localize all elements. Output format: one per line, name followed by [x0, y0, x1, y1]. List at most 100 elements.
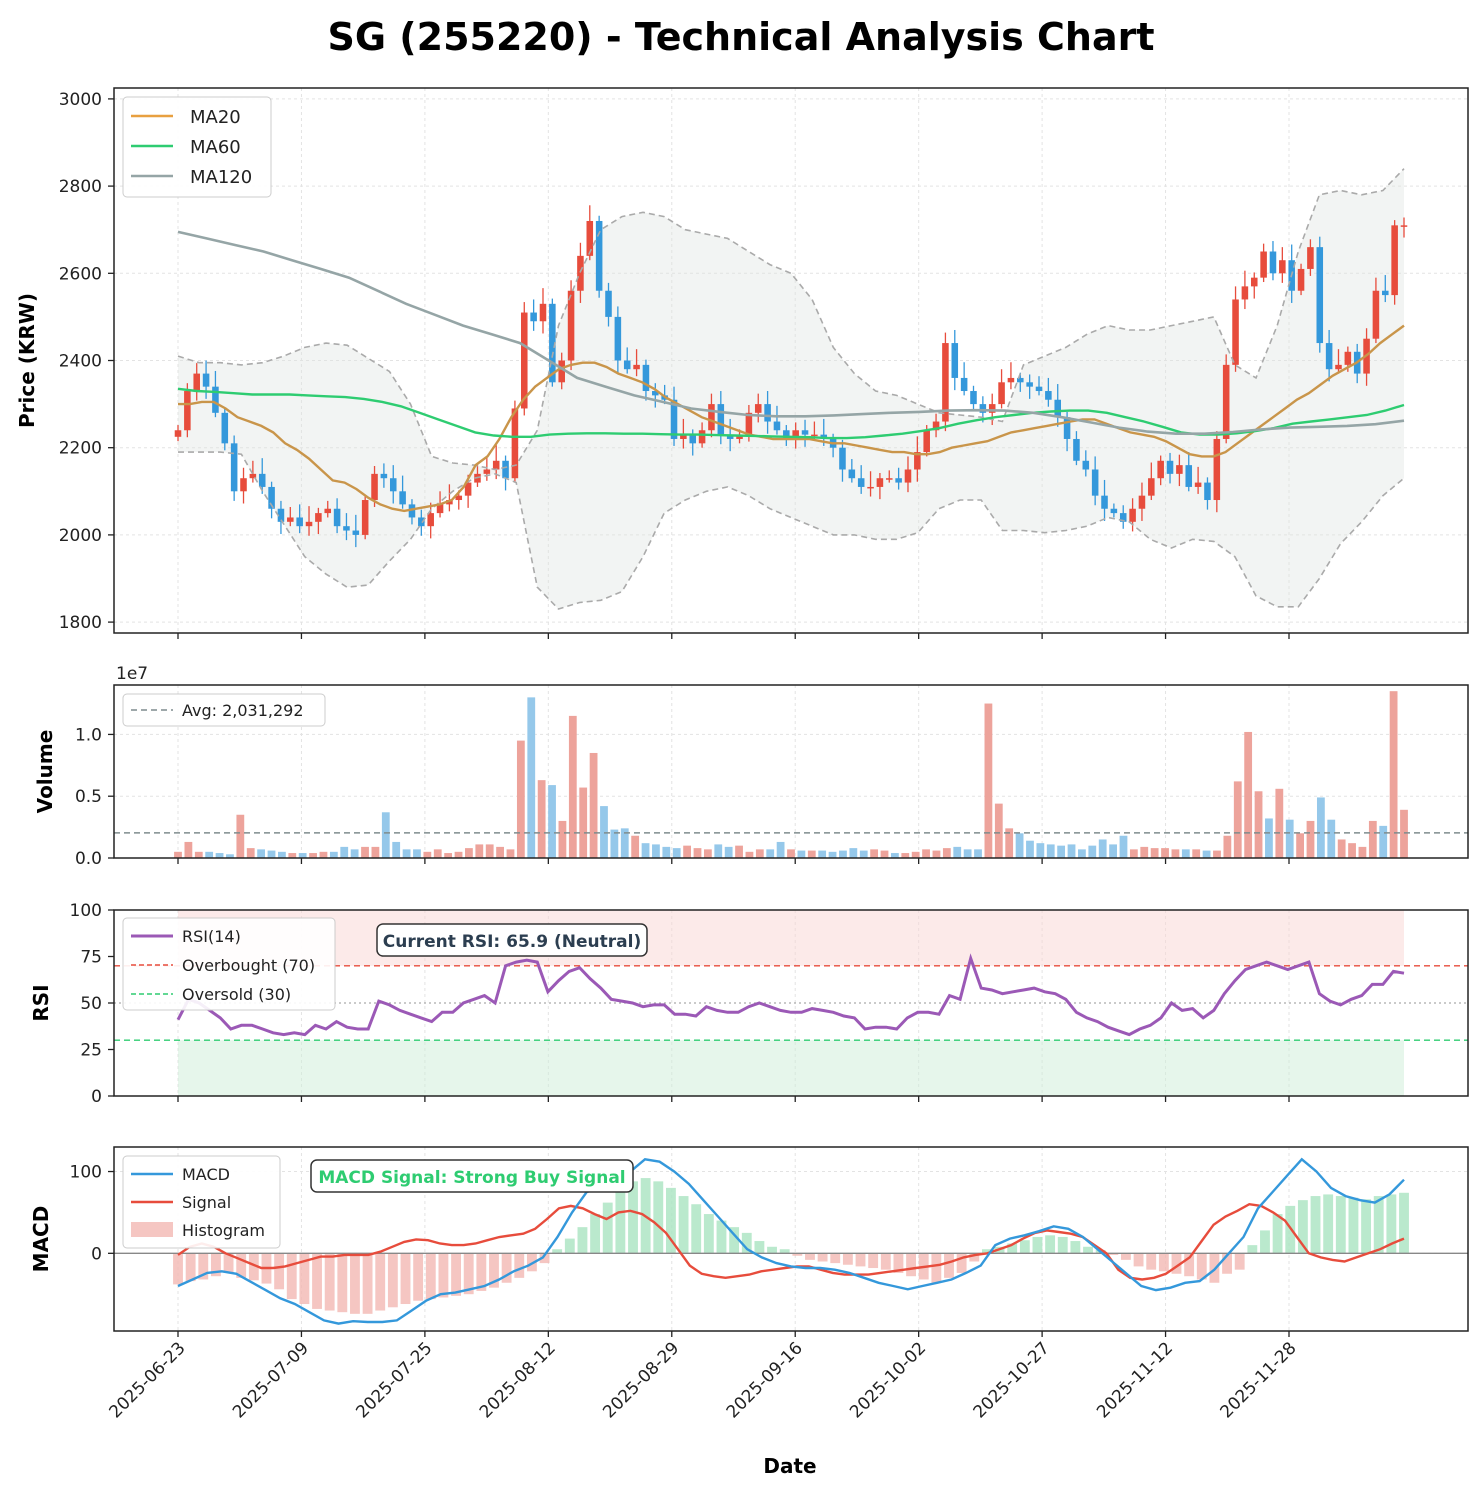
- candle-body: [1222, 364, 1230, 439]
- candle-body: [455, 495, 463, 501]
- candle-body: [595, 220, 603, 291]
- candle-body: [1176, 465, 1183, 474]
- volume-bar: [1036, 843, 1045, 858]
- candle-body: [904, 469, 912, 483]
- volume-bar: [901, 853, 910, 858]
- volume-bar: [329, 851, 338, 858]
- candle-body: [895, 478, 902, 483]
- macd-histogram-bar: [286, 1253, 297, 1300]
- x-tick-label: 2025-08-12: [476, 1338, 560, 1422]
- candle-body: [848, 469, 856, 479]
- candle-body: [1063, 417, 1071, 439]
- volume-bar: [724, 846, 733, 858]
- volume-bar: [620, 828, 629, 858]
- candle-body: [296, 517, 303, 527]
- candle-body: [371, 473, 378, 501]
- volume-bar: [693, 848, 702, 858]
- candle-body: [539, 303, 547, 322]
- volume-bar: [1192, 849, 1201, 858]
- price-y-tick-label: 2200: [59, 439, 102, 459]
- candle-body: [698, 430, 706, 444]
- macd-panel-frame: [113, 1146, 1469, 1332]
- volume-bar: [683, 845, 691, 858]
- macd-histogram-bar: [741, 1232, 752, 1254]
- candle-body: [1073, 438, 1080, 461]
- rsi-y-tick-label: 75: [80, 948, 102, 968]
- volume-bar: [579, 787, 588, 858]
- volume-bar: [766, 849, 775, 858]
- candle-body: [193, 373, 200, 392]
- candle-body: [764, 404, 771, 422]
- macd-histogram-bar: [438, 1253, 449, 1298]
- candle-body: [502, 460, 509, 479]
- candle-body: [1166, 460, 1174, 474]
- macd-histogram-bar: [1171, 1253, 1182, 1274]
- rsi-y-tick-label: 50: [80, 994, 102, 1014]
- candle-body: [811, 434, 818, 437]
- candle-body: [623, 360, 631, 370]
- macd-histogram-bar: [602, 1202, 613, 1254]
- macd-histogram-bar: [1361, 1199, 1372, 1254]
- volume-bar: [1358, 846, 1367, 858]
- candle-body: [932, 421, 940, 431]
- x-tick-label: 2025-10-02: [846, 1338, 930, 1422]
- x-tick-label: 2025-07-09: [229, 1338, 313, 1422]
- volume-bar: [433, 849, 442, 858]
- macd-histogram-bar: [1399, 1192, 1409, 1254]
- candle-body: [708, 404, 715, 431]
- candle-body: [1400, 225, 1408, 227]
- macd-histogram-bar: [678, 1196, 689, 1254]
- candle-body: [960, 377, 968, 392]
- volume-bar: [1098, 839, 1107, 858]
- macd-histogram-bar: [1373, 1196, 1384, 1254]
- volume-bar: [1109, 844, 1117, 858]
- volume-y-label: Volume: [33, 730, 57, 814]
- candle-body: [305, 521, 313, 527]
- volume-bar: [1337, 839, 1346, 858]
- volume-bar: [1046, 844, 1055, 858]
- candle-body: [249, 473, 257, 479]
- macd-histogram-bar: [615, 1189, 626, 1254]
- overbought-zone: [178, 910, 1404, 966]
- volume-bar: [1057, 845, 1066, 858]
- volume-bar: [298, 853, 307, 858]
- candle-body: [614, 316, 622, 361]
- candle-body: [586, 220, 594, 256]
- volume-bar: [984, 703, 993, 858]
- candle-body: [408, 504, 416, 518]
- volume-bar: [1306, 820, 1315, 858]
- candle-body: [1213, 438, 1221, 501]
- candle-body: [446, 500, 453, 505]
- macd-histogram-bar: [1247, 1245, 1258, 1254]
- x-tick-label: 2025-07-25: [352, 1338, 436, 1422]
- macd-histogram-bar: [716, 1220, 727, 1254]
- candle-body: [202, 373, 210, 387]
- candle-body: [389, 478, 397, 492]
- candle-body: [1185, 465, 1193, 487]
- candle-body: [464, 482, 472, 496]
- rsi-y-tick-label: 0: [91, 1087, 102, 1107]
- candle-body: [1045, 391, 1052, 400]
- macd-y-tick-label: 0: [91, 1244, 102, 1264]
- volume-bar: [1088, 845, 1097, 858]
- volume-bar: [652, 844, 660, 858]
- macd-histogram-bar: [1222, 1253, 1232, 1274]
- macd-histogram-bar: [880, 1253, 891, 1270]
- volume-bar: [278, 851, 286, 858]
- macd-histogram-bar: [653, 1181, 664, 1254]
- volume-bar: [402, 849, 411, 858]
- price-legend-label: MA120: [190, 167, 252, 188]
- volume-bar: [880, 850, 889, 858]
- candle-body: [605, 290, 612, 317]
- candle-body: [1017, 377, 1024, 383]
- volume-bar: [870, 849, 879, 858]
- candle-body: [427, 513, 434, 527]
- candle-body: [221, 412, 229, 444]
- macd-histogram-bar: [451, 1253, 461, 1296]
- volume-bar: [974, 849, 982, 858]
- rsi-line: [176, 953, 1405, 1037]
- volume-bar: [184, 841, 193, 858]
- candle-body: [988, 404, 996, 413]
- macd-histogram-bar: [944, 1253, 954, 1278]
- candle-body: [549, 303, 556, 383]
